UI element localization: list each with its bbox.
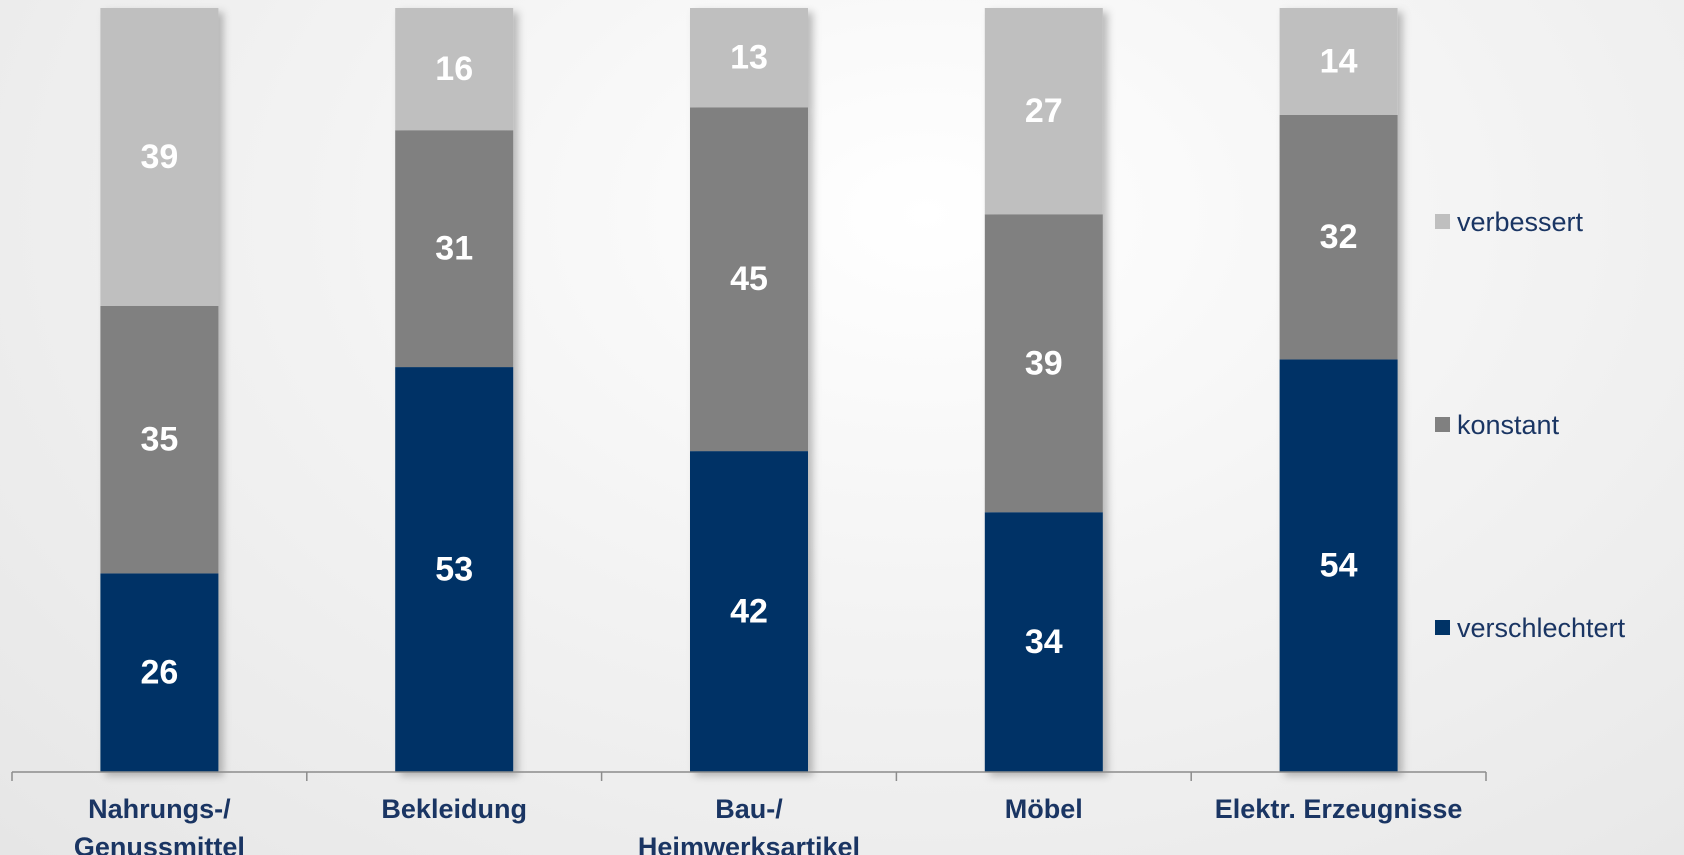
data-label: 14 <box>1320 42 1358 80</box>
bar-segment-konstant <box>1279 114 1398 360</box>
legend-item: verbessert <box>1435 207 1584 237</box>
data-label: 27 <box>1025 92 1063 130</box>
bar-segment-verbessert <box>1279 8 1398 115</box>
data-label: 32 <box>1320 218 1358 256</box>
bar-stack <box>1279 8 1398 772</box>
bar-segment-verschlechtert <box>395 367 514 772</box>
category-label: Genussmittel <box>74 832 245 855</box>
data-label: 35 <box>140 421 178 459</box>
legend-item: verschlechtert <box>1435 613 1626 643</box>
bar-segment-verschlechtert <box>1279 359 1398 772</box>
data-label: 45 <box>730 260 768 298</box>
legend-swatch <box>1435 417 1450 432</box>
data-label: 39 <box>140 138 178 176</box>
category-label: Bekleidung <box>381 794 527 824</box>
legend-label: verschlechtert <box>1457 613 1626 643</box>
data-label: 54 <box>1320 547 1358 585</box>
bar-segment-verbessert <box>395 8 514 131</box>
x-axis <box>11 771 1487 781</box>
data-label: 13 <box>730 39 768 77</box>
bar-stack <box>984 8 1103 772</box>
bar-segment-verbessert <box>100 8 219 306</box>
data-label: 31 <box>435 230 473 268</box>
bar-segment-verschlechtert <box>100 573 219 772</box>
bar-stack <box>100 8 219 772</box>
data-label: 16 <box>435 50 473 88</box>
legend: verbessert konstant verschlechtert <box>1435 207 1626 643</box>
data-label: 42 <box>730 593 768 631</box>
legend-item: konstant <box>1435 410 1560 440</box>
bar-segment-konstant <box>984 214 1103 513</box>
category-label: Bau-/ <box>715 794 783 824</box>
data-label: 34 <box>1025 623 1063 661</box>
data-label: 53 <box>435 551 473 589</box>
bar-segment-verschlechtert <box>984 512 1103 772</box>
data-label: 26 <box>140 654 178 692</box>
bars-layer: 26 35 39 53 31 16 42 45 13 34 39 27 54 32 14 <box>100 8 1398 772</box>
category-label: Heimwerksartikel <box>638 832 860 855</box>
category-label: Elektr. Erzeugnisse <box>1215 794 1463 824</box>
data-label: 39 <box>1025 344 1063 382</box>
bar-segment-verbessert <box>690 8 808 108</box>
category-label: Nahrungs-/ <box>88 794 231 824</box>
bar-segment-verbessert <box>984 8 1103 215</box>
bar-segment-konstant <box>690 107 808 452</box>
legend-label: konstant <box>1457 410 1560 440</box>
bar-segment-konstant <box>100 305 219 574</box>
legend-swatch <box>1435 214 1450 229</box>
bar-stack <box>395 8 514 772</box>
bar-stack <box>690 8 808 772</box>
bar-segment-konstant <box>395 130 514 368</box>
legend-swatch <box>1435 620 1450 635</box>
category-label: Möbel <box>1005 794 1083 824</box>
legend-label: verbessert <box>1457 207 1584 237</box>
bar-segment-verschlechtert <box>690 451 808 772</box>
category-labels: Nahrungs-/ Genussmittel Bekleidung Bau-/ Hei… <box>74 794 1463 855</box>
